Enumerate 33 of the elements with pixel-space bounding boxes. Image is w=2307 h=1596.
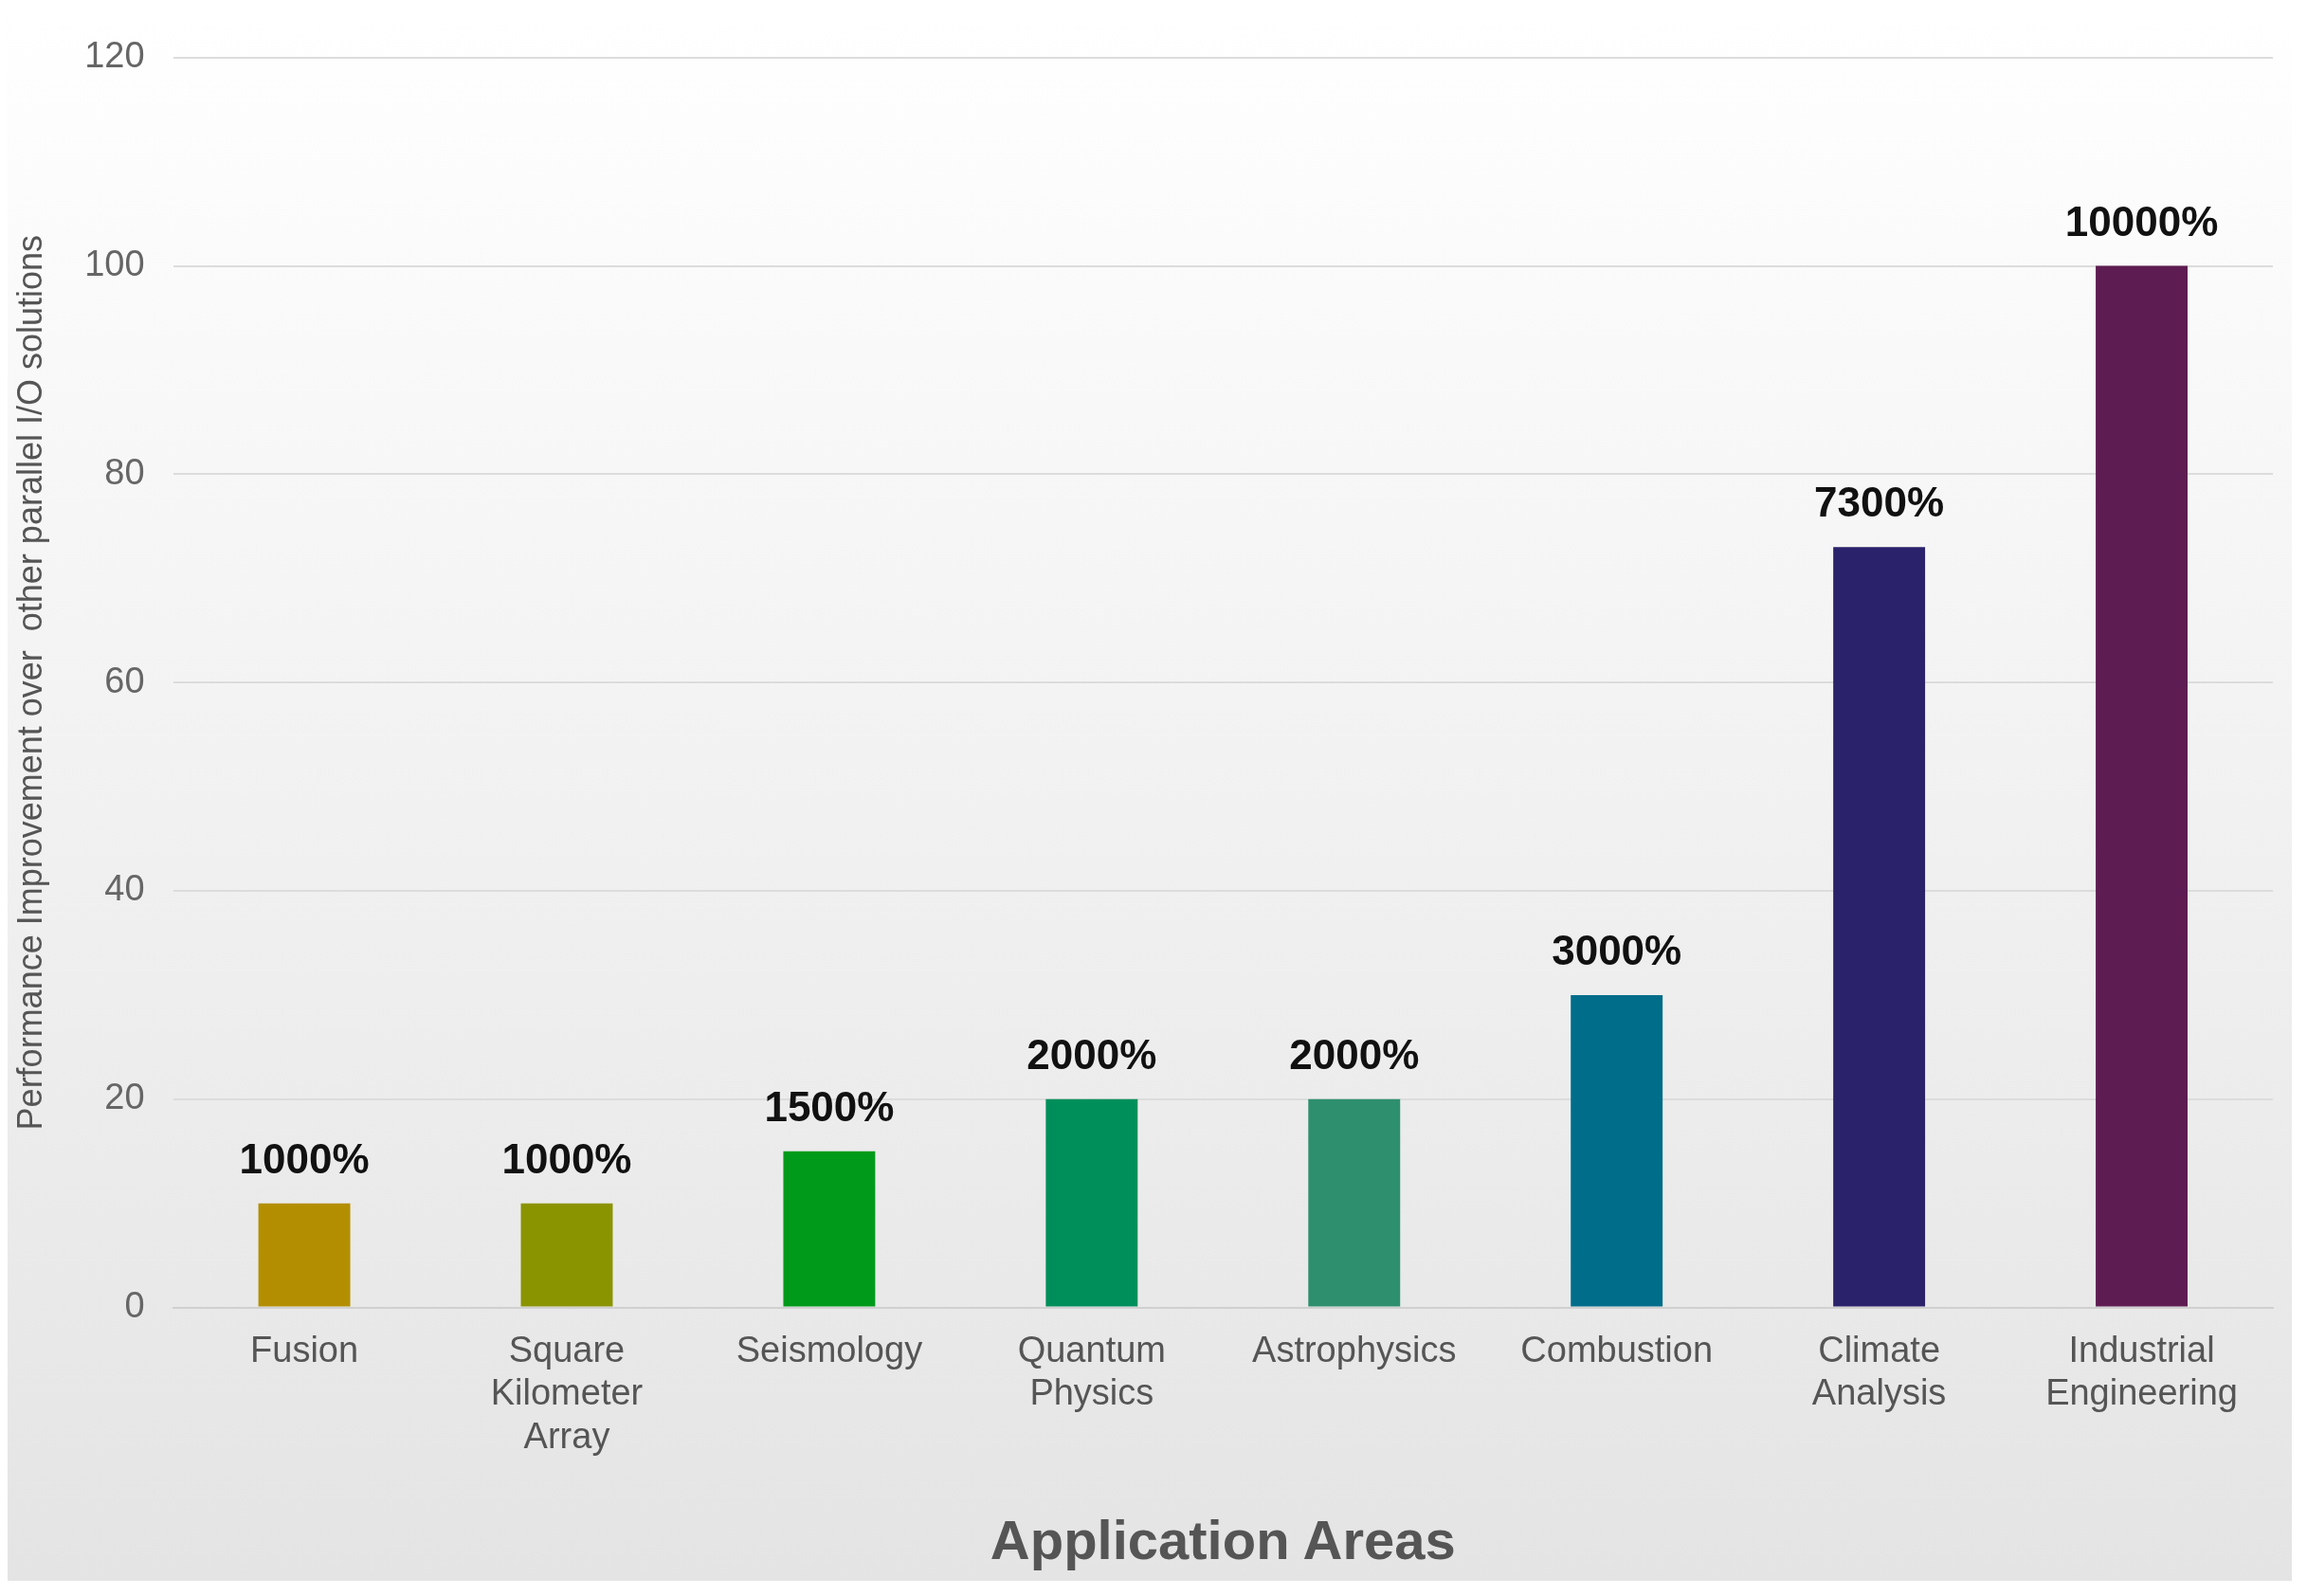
bar — [1045, 1098, 1138, 1307]
data-label: 1000% — [239, 1134, 370, 1182]
bar — [2096, 265, 2188, 1307]
data-label: 1000% — [501, 1134, 632, 1182]
data-label: 7300% — [1814, 479, 1945, 526]
data-label: 2000% — [1026, 1030, 1157, 1078]
x-tick-label: Industrial Engineering — [2045, 1329, 2238, 1413]
bar — [1308, 1098, 1401, 1307]
y-tick-label: 0 — [124, 1285, 145, 1326]
y-tick-label: 100 — [84, 244, 145, 284]
bar — [520, 1203, 613, 1307]
data-label: 1500% — [764, 1082, 895, 1130]
bar — [1571, 994, 1663, 1307]
data-label: 3000% — [1552, 927, 1682, 974]
bar — [783, 1151, 876, 1307]
data-label: 10000% — [2064, 197, 2219, 245]
y-tick-label: 80 — [104, 451, 145, 492]
x-tick-label: Quantum Physics — [1017, 1329, 1166, 1413]
y-tick-label: 120 — [84, 35, 145, 76]
x-tick-label: Combustion — [1520, 1329, 1714, 1369]
x-tick-label: Seismology — [736, 1329, 923, 1369]
bar — [258, 1203, 351, 1307]
data-label: 2000% — [1289, 1030, 1420, 1078]
y-tick-label: 40 — [104, 868, 145, 909]
x-tick-label: Astrophysics — [1252, 1329, 1457, 1369]
y-tick-label: 60 — [104, 660, 145, 700]
y-tick-label: 20 — [104, 1077, 145, 1117]
bar — [1833, 547, 1926, 1307]
y-axis-title: Performance Improvement over other parallel I/O solutions — [9, 234, 49, 1131]
x-tick-label: Climate Analysis — [1811, 1329, 1947, 1413]
x-axis-title: Application Areas — [990, 1509, 1456, 1571]
x-tick-label: Square Kilometer Array — [490, 1329, 644, 1457]
x-tick-label: Fusion — [250, 1329, 359, 1369]
